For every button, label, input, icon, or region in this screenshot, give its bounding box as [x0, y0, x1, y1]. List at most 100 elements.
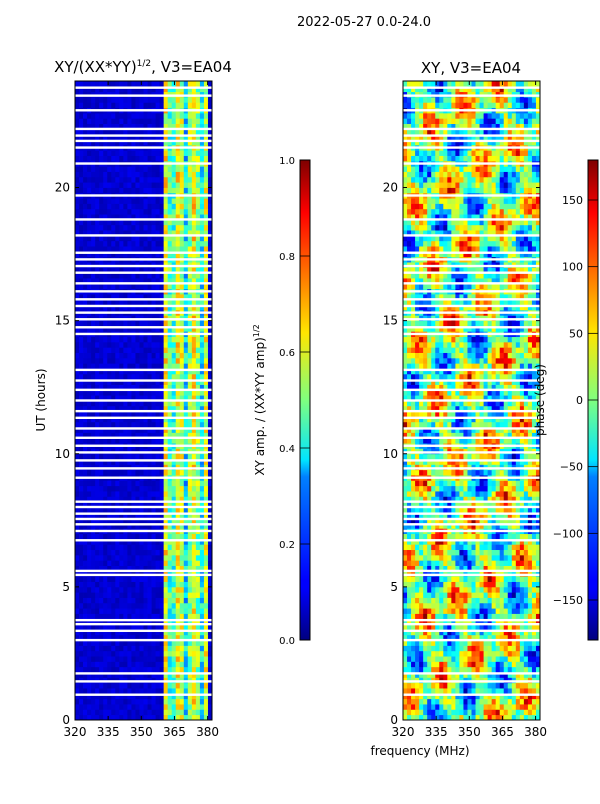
amplitude-cell: [83, 113, 87, 119]
amplitude-cell: [139, 486, 143, 492]
amplitude-cell: [103, 608, 107, 614]
amplitude-cell: [87, 374, 91, 380]
amplitude-cell: [148, 470, 152, 476]
phase-cell: [455, 614, 459, 620]
amplitude-cell: [123, 156, 127, 162]
phase-cell: [459, 651, 463, 657]
amplitude-cell: [75, 166, 79, 172]
amplitude-cell: [107, 486, 111, 492]
phase-cell: [508, 645, 512, 651]
data-gap: [75, 258, 212, 260]
amplitude-cell: [99, 374, 103, 380]
amplitude-cell: [176, 614, 180, 620]
amplitude-cell: [107, 102, 111, 108]
amplitude-cell: [192, 470, 196, 476]
amplitude-cell: [119, 374, 123, 380]
phase-cell: [532, 667, 536, 673]
amplitude-cell: [192, 337, 196, 343]
amplitude-cell: [144, 587, 148, 593]
amplitude-cell: [196, 225, 200, 231]
phase-cell: [419, 645, 423, 651]
amplitude-cell: [148, 198, 152, 204]
amplitude-cell: [123, 614, 127, 620]
amplitude-cell: [111, 470, 115, 476]
amplitude-cell: [135, 172, 139, 178]
phase-cell: [403, 598, 407, 604]
amplitude-cell: [139, 550, 143, 556]
amplitude-cell: [91, 656, 95, 662]
amplitude-cell: [180, 150, 184, 156]
phase-cell: [488, 704, 492, 710]
amplitude-cell: [83, 491, 87, 497]
amplitude-cell: [79, 614, 83, 620]
amplitude-cell: [75, 118, 79, 124]
amplitude-cell: [107, 118, 111, 124]
amplitude-cell: [87, 661, 91, 667]
phase-cell: [427, 598, 431, 604]
amplitude-cell: [160, 374, 164, 380]
x-tick-label: 350: [130, 725, 153, 739]
phase-cell: [496, 651, 500, 657]
phase-cell: [520, 699, 524, 705]
amplitude-cell: [99, 645, 103, 651]
amplitude-cell: [156, 113, 160, 119]
amplitude-cell: [200, 358, 204, 364]
amplitude-cell: [139, 113, 143, 119]
amplitude-cell: [192, 608, 196, 614]
amplitude-cell: [144, 656, 148, 662]
amplitude-cell: [115, 358, 119, 364]
amplitude-cell: [192, 480, 196, 486]
amplitude-cell: [200, 688, 204, 694]
phase-cell: [447, 704, 451, 710]
amplitude-cell: [95, 709, 99, 715]
amplitude-cell: [111, 651, 115, 657]
amplitude-cell: [135, 337, 139, 343]
phase-cell: [496, 603, 500, 609]
amplitude-cell: [99, 608, 103, 614]
amplitude-cell: [115, 491, 119, 497]
amplitude-cell: [115, 688, 119, 694]
amplitude-cell: [131, 209, 135, 215]
amplitude-cell: [204, 683, 208, 689]
amplitude-cell: [148, 188, 152, 194]
amplitude-cell: [83, 188, 87, 194]
amplitude-cell: [144, 241, 148, 247]
phase-cell: [492, 688, 496, 694]
amplitude-cell: [107, 614, 111, 620]
amplitude-cell: [148, 347, 152, 353]
amplitude-cell: [87, 188, 91, 194]
amplitude-cell: [152, 363, 156, 369]
amplitude-cell: [180, 480, 184, 486]
phase-cell: [476, 709, 480, 715]
amplitude-cell: [119, 321, 123, 327]
amplitude-cell: [148, 555, 152, 561]
amplitude-cell: [168, 592, 172, 598]
amplitude-cell: [131, 576, 135, 582]
phase-cell: [431, 656, 435, 662]
amplitude-cell: [148, 486, 152, 492]
amplitude-cell: [184, 225, 188, 231]
amplitude-cell: [176, 544, 180, 550]
phase-cell: [508, 651, 512, 657]
amplitude-cell: [172, 699, 176, 705]
amplitude-cell: [119, 342, 123, 348]
amplitude-cell: [83, 422, 87, 428]
amplitude-cell: [148, 688, 152, 694]
amplitude-cell: [180, 363, 184, 369]
phase-cell: [532, 683, 536, 689]
amplitude-cell: [139, 156, 143, 162]
amplitude-cell: [123, 358, 127, 364]
amplitude-cell: [144, 150, 148, 156]
amplitude-cell: [180, 422, 184, 428]
amplitude-cell: [139, 592, 143, 598]
amplitude-cell: [135, 598, 139, 604]
amplitude-cell: [144, 353, 148, 359]
amplitude-cell: [123, 534, 127, 540]
amplitude-cell: [103, 683, 107, 689]
amplitude-cell: [123, 576, 127, 582]
phase-cell: [451, 603, 455, 609]
amplitude-cell: [188, 150, 192, 156]
amplitude-cell: [164, 544, 168, 550]
amplitude-cell: [99, 550, 103, 556]
phase-cell: [407, 656, 411, 662]
